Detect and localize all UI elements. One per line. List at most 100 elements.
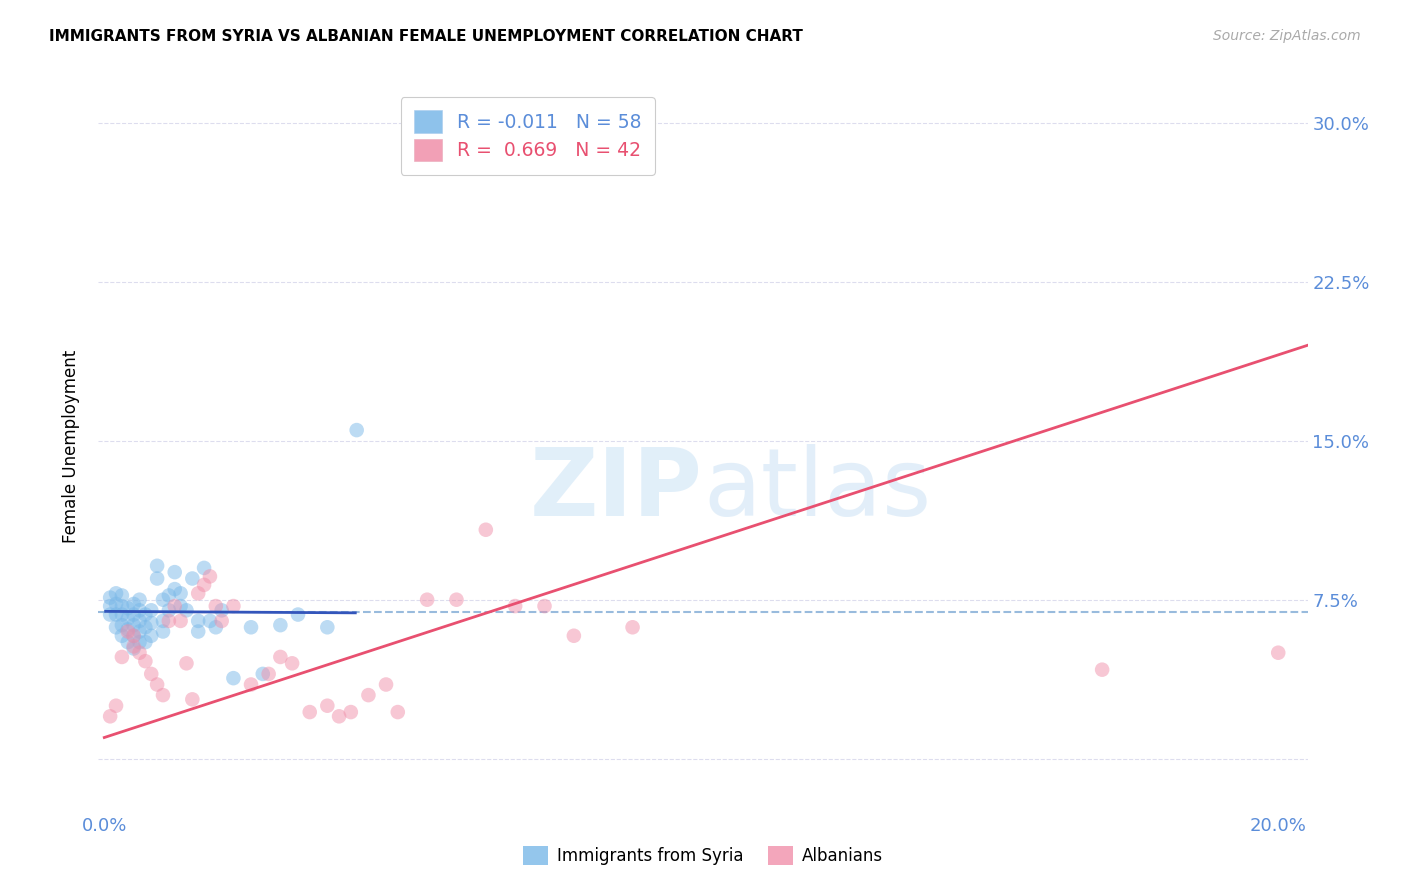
Point bbox=[152, 624, 174, 639]
Point bbox=[98, 607, 121, 622]
Point bbox=[128, 592, 150, 607]
Point bbox=[387, 705, 409, 719]
Point bbox=[346, 423, 368, 437]
Point bbox=[105, 620, 128, 634]
Point bbox=[105, 597, 128, 611]
Point bbox=[98, 599, 121, 613]
Text: IMMIGRANTS FROM SYRIA VS ALBANIAN FEMALE UNEMPLOYMENT CORRELATION CHART: IMMIGRANTS FROM SYRIA VS ALBANIAN FEMALE… bbox=[49, 29, 803, 44]
Point bbox=[193, 578, 215, 592]
Point bbox=[117, 623, 139, 637]
Point bbox=[204, 599, 226, 613]
Text: atlas: atlas bbox=[703, 444, 931, 536]
Point bbox=[134, 654, 156, 668]
Point bbox=[269, 618, 291, 632]
Point bbox=[222, 599, 245, 613]
Point bbox=[375, 677, 398, 691]
Point bbox=[416, 592, 439, 607]
Point bbox=[152, 614, 174, 628]
Point bbox=[340, 705, 363, 719]
Point bbox=[316, 698, 339, 713]
Point bbox=[134, 607, 156, 622]
Point bbox=[252, 667, 274, 681]
Point bbox=[122, 640, 145, 654]
Point bbox=[146, 677, 169, 691]
Point bbox=[128, 614, 150, 628]
Point bbox=[1267, 646, 1289, 660]
Point bbox=[222, 671, 245, 685]
Point bbox=[533, 599, 555, 613]
Point bbox=[98, 591, 121, 605]
Point bbox=[152, 592, 174, 607]
Point bbox=[111, 599, 134, 613]
Point bbox=[328, 709, 350, 723]
Point bbox=[157, 614, 180, 628]
Point bbox=[269, 649, 291, 664]
Point bbox=[157, 589, 180, 603]
Point bbox=[122, 597, 145, 611]
Point bbox=[141, 603, 163, 617]
Point bbox=[141, 615, 163, 630]
Point bbox=[621, 620, 644, 634]
Point bbox=[198, 614, 221, 628]
Point bbox=[163, 565, 186, 579]
Point bbox=[211, 603, 233, 617]
Point bbox=[105, 586, 128, 600]
Point bbox=[187, 624, 209, 639]
Point bbox=[169, 599, 191, 613]
Y-axis label: Female Unemployment: Female Unemployment bbox=[62, 350, 80, 542]
Point bbox=[111, 589, 134, 603]
Point bbox=[163, 599, 186, 613]
Point bbox=[122, 629, 145, 643]
Point bbox=[176, 603, 198, 617]
Point bbox=[181, 572, 204, 586]
Point bbox=[122, 618, 145, 632]
Point bbox=[111, 618, 134, 632]
Point bbox=[257, 667, 280, 681]
Point bbox=[128, 646, 150, 660]
Point bbox=[117, 635, 139, 649]
Point bbox=[169, 614, 191, 628]
Point bbox=[298, 705, 321, 719]
Point bbox=[163, 582, 186, 596]
Point bbox=[211, 614, 233, 628]
Point bbox=[169, 586, 191, 600]
Point bbox=[146, 572, 169, 586]
Point bbox=[122, 641, 145, 656]
Point bbox=[204, 620, 226, 634]
Point bbox=[240, 620, 263, 634]
Point bbox=[111, 629, 134, 643]
Point bbox=[134, 620, 156, 634]
Point bbox=[187, 586, 209, 600]
Legend: Immigrants from Syria, Albanians: Immigrants from Syria, Albanians bbox=[516, 839, 890, 872]
Point bbox=[117, 612, 139, 626]
Point bbox=[1091, 663, 1114, 677]
Point bbox=[105, 607, 128, 622]
Point bbox=[316, 620, 339, 634]
Point bbox=[141, 629, 163, 643]
Point bbox=[187, 614, 209, 628]
Point bbox=[117, 624, 139, 639]
Point bbox=[198, 569, 221, 583]
Point bbox=[111, 607, 134, 622]
Point bbox=[111, 649, 134, 664]
Point bbox=[287, 607, 309, 622]
Legend: R = -0.011   N = 58, R =  0.669   N = 42: R = -0.011 N = 58, R = 0.669 N = 42 bbox=[401, 97, 655, 175]
Point bbox=[181, 692, 204, 706]
Point bbox=[141, 667, 163, 681]
Point bbox=[117, 601, 139, 615]
Point bbox=[98, 709, 121, 723]
Point bbox=[446, 592, 468, 607]
Point bbox=[146, 558, 169, 573]
Text: Source: ZipAtlas.com: Source: ZipAtlas.com bbox=[1213, 29, 1361, 43]
Point bbox=[357, 688, 380, 702]
Point bbox=[128, 603, 150, 617]
Point bbox=[134, 635, 156, 649]
Point bbox=[157, 603, 180, 617]
Point bbox=[503, 599, 526, 613]
Point bbox=[240, 677, 263, 691]
Point bbox=[122, 607, 145, 622]
Point bbox=[475, 523, 498, 537]
Point bbox=[128, 624, 150, 639]
Point bbox=[193, 561, 215, 575]
Point bbox=[122, 629, 145, 643]
